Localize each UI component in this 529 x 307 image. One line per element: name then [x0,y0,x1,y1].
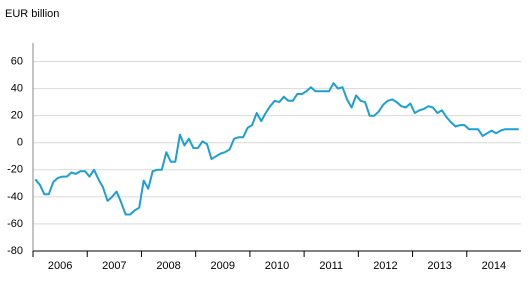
x-tick-label: 2011 [319,260,343,272]
y-tick-label: 40 [11,83,23,95]
x-tick-label: 2008 [156,260,180,272]
y-tick-label: -20 [7,164,23,176]
x-tick-label: 2009 [211,260,235,272]
y-axis-label: EUR billion [5,8,59,20]
x-tick-label: 2010 [265,260,289,272]
x-tick-label: 2007 [102,260,126,272]
x-tick-label: 2014 [482,260,506,272]
y-tick-label: -60 [7,218,23,230]
x-tick-label: 2006 [48,260,72,272]
y-tick-label: 0 [17,137,23,149]
y-tick-label: -80 [7,245,23,257]
x-tick-label: 2012 [373,260,397,272]
y-tick-label: 60 [11,55,23,67]
x-tick-label: 2013 [427,260,451,272]
y-tick-label: -40 [7,191,23,203]
y-tick-label: 20 [11,110,23,122]
line [34,82,519,216]
